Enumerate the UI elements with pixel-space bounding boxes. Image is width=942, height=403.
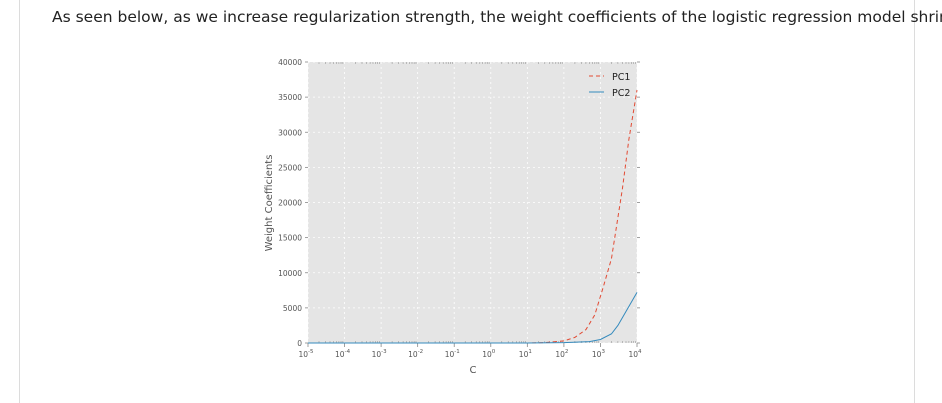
x-tick-label: 104 [628, 349, 642, 359]
y-tick-label: 25000 [278, 163, 302, 172]
x-tick-label: 10-2 [408, 349, 423, 359]
legend-pc1-label: PC1 [612, 72, 630, 83]
x-tick-exponent: -4 [345, 349, 351, 355]
x-tick-base: 10 [408, 350, 418, 359]
x-tick-label: 10-4 [335, 349, 351, 359]
x-tick-label: 101 [519, 349, 532, 359]
y-tick-label: 5000 [283, 304, 302, 313]
series-line-pc1 [308, 90, 638, 344]
series-lines [308, 90, 638, 344]
x-tick-base: 10 [372, 350, 382, 359]
y-tick-label: 0 [297, 339, 302, 348]
intro-paragraph: As seen below, as we increase regulariza… [52, 8, 942, 26]
x-tick-exponent: 2 [565, 349, 569, 355]
plot-area [308, 62, 637, 343]
series-line-pc2 [308, 292, 638, 344]
x-tick-base: 10 [298, 350, 308, 359]
y-tick-label: 40000 [278, 58, 302, 67]
legend-pc2-label: PC2 [612, 88, 630, 99]
x-tick-base: 10 [335, 350, 345, 359]
y-tick-label: 30000 [278, 128, 302, 137]
x-tick-label: 10-3 [372, 349, 388, 359]
y-tick-label: 35000 [278, 93, 302, 102]
x-tick-label: 103 [592, 349, 606, 359]
x-tick-label: 100 [482, 349, 496, 359]
x-tick-base: 10 [628, 350, 638, 359]
x-tick-base: 10 [519, 350, 529, 359]
x-tick-base: 10 [555, 350, 565, 359]
x-tick-exponent: -2 [418, 349, 423, 355]
x-tick-label: 10-1 [445, 349, 460, 359]
y-axis-label: Weight Coefficients [264, 155, 275, 252]
y-tick-label: 15000 [278, 234, 302, 243]
page-border-right [914, 0, 915, 403]
x-tick-exponent: 3 [601, 349, 605, 355]
x-axis-label: C [470, 365, 477, 376]
x-tick-base: 10 [482, 350, 492, 359]
y-tick-label: 10000 [278, 269, 302, 278]
x-tick-exponent: -5 [308, 349, 314, 355]
x-tick-exponent: -3 [381, 349, 387, 355]
x-tick-exponent: -1 [454, 349, 459, 355]
x-tick-exponent: 1 [528, 349, 532, 355]
page-border-left [19, 0, 20, 403]
x-tick-label: 102 [555, 349, 568, 359]
y-axis-ticks: 0 5000 10000 15000 20000 25000 30000 35000 40000 [278, 58, 640, 348]
x-tick-exponent: 0 [492, 349, 496, 355]
y-tick-label: 20000 [278, 199, 302, 208]
x-tick-exponent: 4 [638, 349, 642, 355]
x-tick-label: 10-5 [298, 349, 314, 359]
x-tick-base: 10 [592, 350, 602, 359]
x-tick-base: 10 [445, 350, 455, 359]
legend: PC1 PC2 [589, 72, 630, 99]
